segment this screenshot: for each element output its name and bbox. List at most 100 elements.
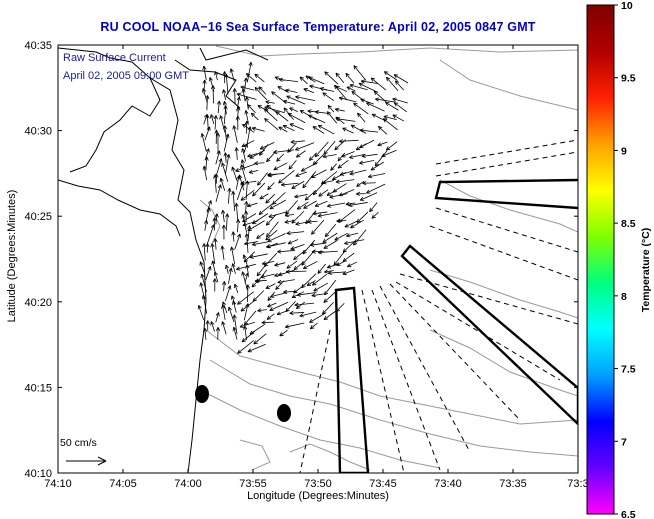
current-vector-head [289, 123, 293, 128]
current-vector [221, 245, 225, 260]
current-vector [266, 221, 279, 238]
current-vector-head [277, 282, 282, 285]
current-vector-head [329, 194, 334, 198]
current-vector [290, 244, 305, 250]
current-vector-head [274, 262, 278, 266]
current-vector-head [234, 147, 237, 152]
current-vector [358, 82, 378, 93]
current-vector-head [309, 325, 313, 329]
current-vector-head [272, 202, 277, 205]
current-vector-head [335, 72, 340, 76]
current-vector-head [246, 203, 251, 207]
current-vector [254, 280, 267, 282]
current-vector [383, 118, 398, 131]
coastline-segment [58, 179, 181, 237]
station-marker [277, 404, 291, 422]
current-vector [243, 143, 248, 154]
current-vector [362, 182, 376, 184]
current-vector [242, 213, 257, 223]
current-vector-head [286, 264, 290, 269]
current-vector [317, 212, 338, 217]
current-vector-head [240, 164, 242, 169]
current-vector-head [254, 163, 259, 166]
current-vector-head [317, 250, 322, 253]
current-vector-head [295, 95, 300, 98]
current-vector-head [258, 213, 263, 215]
current-vector [322, 232, 338, 243]
current-vector-head [296, 153, 299, 158]
current-vector-head [277, 279, 282, 283]
scale-arrow [66, 456, 107, 466]
current-vector [296, 150, 306, 158]
current-vector-head [295, 96, 299, 100]
current-vector-head [246, 120, 249, 125]
current-vector [235, 147, 238, 160]
current-vector-head [386, 148, 391, 151]
current-vector-head [378, 126, 383, 128]
current-vector [269, 301, 289, 311]
current-vector [265, 101, 275, 104]
current-vector-head [312, 284, 317, 286]
current-vector [279, 329, 288, 337]
current-vector-head [294, 194, 298, 198]
current-vector-head [222, 281, 225, 285]
current-vector-head [202, 88, 204, 93]
current-vector-head [229, 285, 232, 290]
current-vector [203, 243, 206, 261]
current-vector-head [311, 249, 316, 253]
current-vector-head [394, 80, 397, 85]
current-vector-head [214, 238, 218, 243]
current-vector [329, 193, 348, 198]
current-vector-head [264, 106, 268, 110]
current-vector [202, 88, 208, 103]
current-vector-head [336, 262, 340, 266]
current-vector-head [240, 199, 246, 201]
current-vector-head [335, 179, 340, 183]
current-vector [217, 100, 220, 114]
current-vector-head [337, 158, 342, 162]
current-vector-head [301, 261, 304, 266]
current-vector-head [242, 123, 247, 126]
current-vector-head [299, 315, 304, 318]
current-vector-head [256, 271, 259, 276]
current-vector-head [310, 244, 315, 247]
current-vector-head [225, 105, 228, 110]
current-vector [286, 95, 306, 105]
current-vector-head [214, 129, 217, 134]
current-vector-head [200, 261, 204, 265]
current-vector [223, 105, 227, 125]
current-vector-head [267, 296, 270, 301]
current-vector-head [215, 115, 218, 120]
current-vector-head [236, 175, 240, 180]
current-vector [322, 92, 335, 102]
current-vector-head [236, 106, 239, 111]
current-vector [247, 153, 258, 157]
current-vector-head [214, 271, 218, 276]
map-features [58, 45, 578, 473]
current-vector-head [265, 199, 268, 204]
current-vector-head [217, 132, 221, 137]
current-vector-head [338, 221, 343, 223]
x-tick-label: 73:3 [567, 478, 588, 490]
current-vector-head [312, 211, 317, 215]
current-vector-head [260, 276, 266, 279]
current-vector [345, 72, 355, 84]
current-vector [337, 159, 349, 169]
current-vector-head [202, 65, 205, 70]
y-tick-label: 40:10 [24, 468, 52, 480]
current-vector-head [229, 68, 232, 73]
current-vector-head [207, 243, 210, 248]
current-vector [348, 202, 368, 206]
current-vector-head [206, 126, 210, 130]
current-vector-head [264, 118, 269, 120]
current-vector [206, 95, 208, 111]
current-vector-head [327, 111, 332, 114]
sector-radial [361, 289, 405, 473]
current-vector [249, 149, 265, 159]
current-vector-head [327, 105, 332, 108]
current-vector-head [210, 114, 215, 118]
current-vector-head [235, 219, 239, 223]
current-vector [249, 324, 265, 335]
current-vector-head [374, 161, 377, 167]
